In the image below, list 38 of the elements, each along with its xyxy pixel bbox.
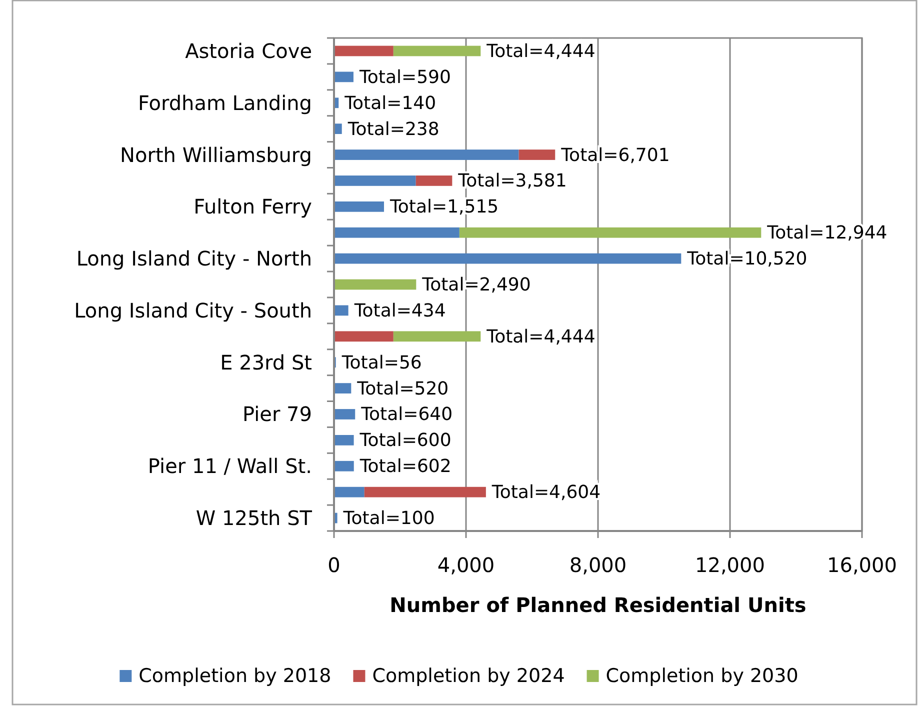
legend-label: Completion by 2030: [606, 665, 798, 687]
total-label: Total=4,444: [486, 326, 596, 347]
total-label: Total=238: [346, 118, 440, 140]
total-label: Total=140: [344, 92, 436, 114]
total-label: Total=434: [353, 300, 446, 321]
y-tick-label: W 125th ST: [196, 506, 313, 530]
legend-label: Completion by 2024: [372, 665, 565, 687]
y-tick-label: Fulton Ferry: [194, 194, 312, 219]
total-label: Total=56: [340, 352, 422, 373]
total-label: Total=590: [358, 66, 451, 88]
total-label: Total=1,515: [388, 196, 499, 218]
y-tick-label: Long Island City - South: [74, 298, 312, 322]
y-tick-label: Fordham Landing: [138, 90, 312, 115]
total-label: Total=3,581: [457, 170, 567, 192]
total-label: Total=520: [356, 378, 449, 399]
y-tick-label: Pier 11 / Wall St.: [148, 454, 312, 478]
total-label: Total=12,944: [766, 222, 888, 244]
y-tick-label: North Williamsburg: [120, 142, 312, 167]
total-label: Total=2,490: [421, 274, 531, 295]
x-axis-title: Number of Planned Residential Units: [390, 593, 806, 617]
x-tick-label: 0: [328, 553, 340, 577]
total-label: Total=10,520: [686, 248, 808, 270]
y-tick-label: Pier 79: [242, 402, 312, 426]
x-tick-label: 12,000: [695, 553, 765, 577]
y-tick-label: Long Island City - North: [76, 246, 312, 271]
total-label: Total=600: [358, 430, 452, 451]
x-tick-label: 8,000: [569, 553, 627, 577]
total-label: Total=100: [342, 508, 435, 529]
total-label: Total=640: [360, 404, 453, 425]
x-tick-label: 4,000: [437, 553, 495, 577]
y-tick-label: Astoria Cove: [185, 38, 312, 63]
total-label: Total=4,444: [486, 40, 596, 62]
total-label: Total=4,604: [490, 482, 601, 503]
legend-label: Completion by 2018: [138, 665, 332, 687]
x-tick-label: 16,000: [827, 553, 897, 577]
total-label: Total=6,701: [560, 144, 670, 166]
y-tick-label: E 23rd St: [220, 350, 312, 374]
total-label: Total=602: [358, 456, 452, 477]
